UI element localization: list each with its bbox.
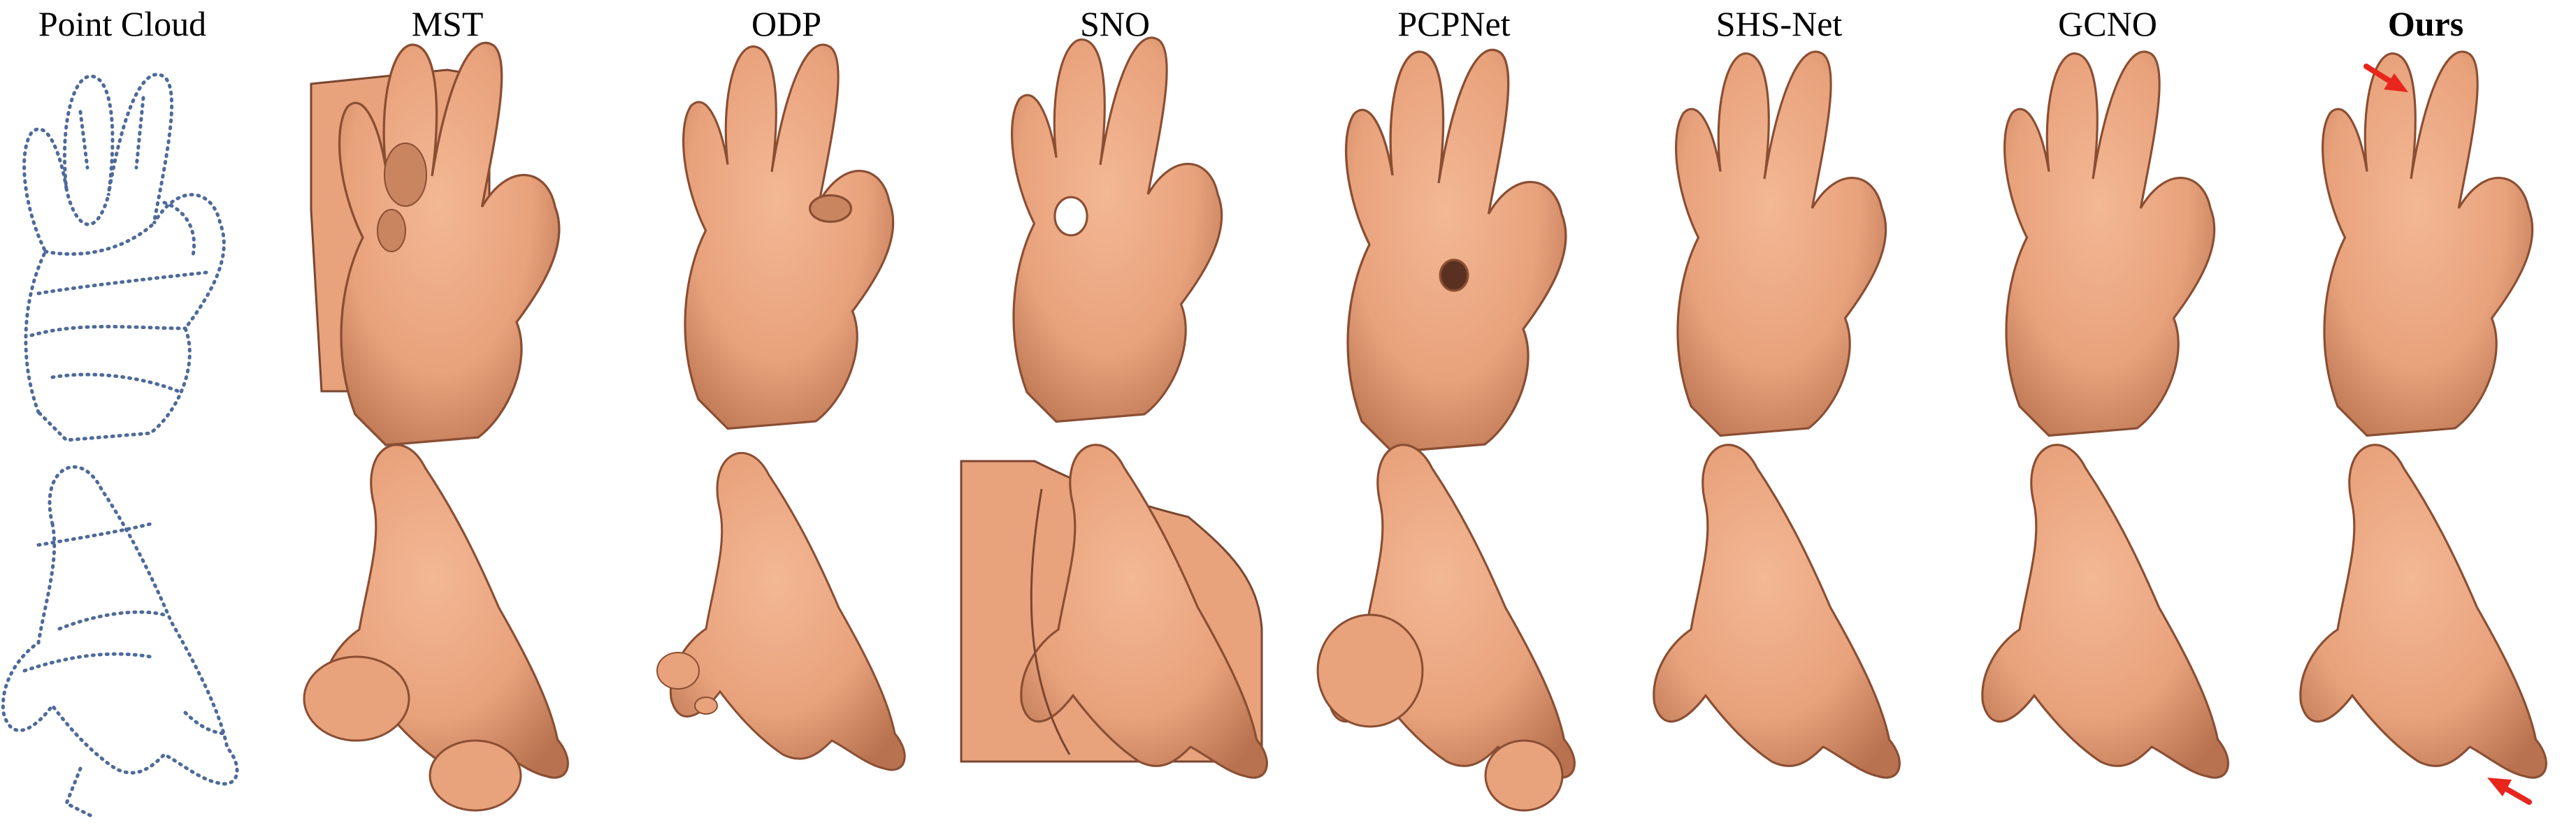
header-point-cloud: Point Cloud [38, 4, 207, 43]
shs-net-mesh-1 [1674, 50, 1887, 437]
header-shs-net: SHS-Net [1715, 4, 1843, 43]
ours-mesh-2 [2299, 444, 2547, 779]
shs-net-mesh-2 [1653, 444, 1901, 779]
odp-mesh-1 [682, 43, 895, 430]
header-ours: Ours [2387, 4, 2464, 43]
point-cloud-hand-2 [1, 465, 239, 820]
pcpnet-mesh-2 [1316, 444, 1576, 812]
header-odp: ODP [751, 4, 822, 43]
header-mst: MST [411, 4, 484, 43]
point-cloud-hand-1 [22, 73, 226, 442]
mst-mesh-1 [310, 41, 561, 446]
gcno-mesh-2 [1981, 444, 2229, 779]
gcno-mesh-1 [2003, 50, 2216, 437]
arrow-icon [2487, 778, 2532, 805]
pcpnet-mesh-1 [1344, 48, 1567, 453]
ours-mesh-1 [2321, 50, 2534, 437]
column-headers: Point Cloud MST ODP SNO PCPNet SHS-Net G… [0, 0, 2576, 49]
sno-mesh-1 [1010, 36, 1223, 423]
header-sno: SNO [1079, 4, 1151, 43]
sno-mesh-2 [960, 444, 1268, 779]
header-pcpnet: PCPNet [1397, 4, 1511, 43]
header-gcno: GCNO [2058, 4, 2157, 43]
mst-mesh-2 [303, 444, 569, 812]
arrow-icon [2363, 64, 2408, 92]
odp-mesh-2 [656, 451, 906, 771]
